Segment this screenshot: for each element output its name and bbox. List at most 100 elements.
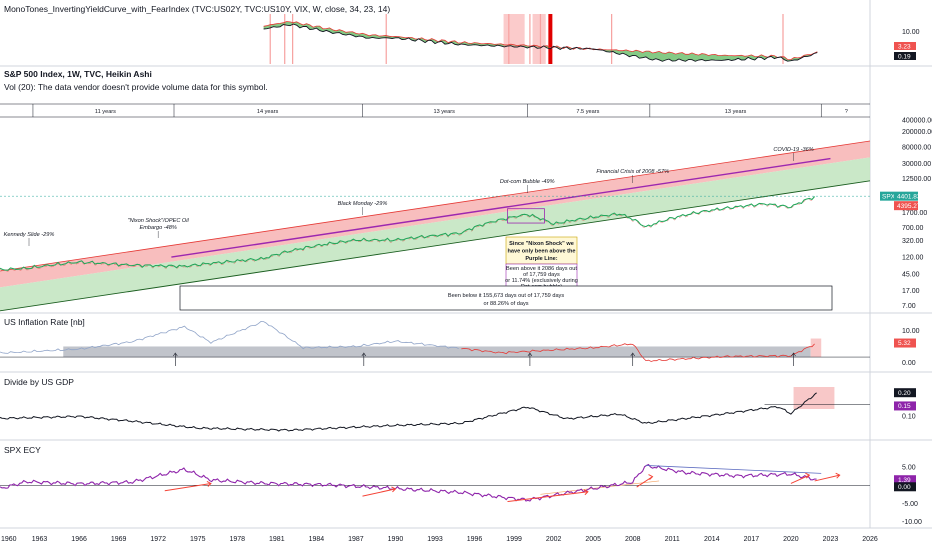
main-tick-label: 12500.00 [902, 176, 931, 183]
period-label: 13 years [433, 109, 455, 115]
badge-label: 4395.27 [897, 203, 921, 210]
main-price-axis[interactable]: 400000.00 200000.00 80000.00 30000.00 12500.… [880, 117, 932, 310]
time-tick-label: 2014 [704, 536, 720, 543]
crash-arrow [791, 352, 796, 366]
info-box-title-line: Since "Nixon Shock" we [509, 241, 574, 247]
main-pane[interactable]: S&P 500 Index, 1W, TVC, Heikin Ashi Vol … [0, 69, 932, 312]
indicator-pane[interactable]: MonoTones_InvertingYieldCurve_with_FearI… [4, 4, 920, 64]
badge-label: 0.15 [898, 403, 911, 410]
time-tick-label: 1987 [348, 536, 364, 543]
time-tick-label: 1999 [506, 536, 522, 543]
below-line-box [179, 285, 833, 311]
time-tick-label: 1969 [111, 536, 127, 543]
ecy-price-axis[interactable]: 5.00 1.390.00 -5.00 -10.00 [894, 465, 922, 526]
ecy-tick-label: -5.00 [902, 501, 918, 508]
main-tick-label: 7.00 [902, 303, 916, 310]
inflation-tick-label: 0.00 [902, 360, 916, 367]
crash-annotation: Embargo -48% [140, 225, 177, 231]
ecy-arrow [507, 491, 588, 503]
gdp-title[interactable]: Divide by US GDP [4, 377, 74, 387]
info-box-body-line: or 11.74% (exclusively during [505, 278, 578, 284]
symbol-badge-label: SPX [882, 193, 896, 200]
main-tick-label: 400000.00 [902, 117, 932, 124]
badge-label: 5.32 [898, 340, 911, 347]
period-label: 13 years [725, 109, 747, 115]
inflation-title[interactable]: US Inflation Rate [nb] [4, 317, 85, 327]
time-tick-label: 1966 [71, 536, 87, 543]
main-tick-label: 120.00 [902, 255, 924, 262]
ecy-arrowhead [648, 474, 654, 480]
inversion-marker [269, 14, 271, 64]
inversion-zone [503, 14, 525, 64]
time-axis[interactable]: 1960 1963 1966 1969 1972 1975 1978 1981 1984 1987… [1, 536, 878, 543]
lower-channel-band [0, 157, 870, 311]
main-tick-label: 1700.00 [902, 210, 927, 217]
us02y-line [263, 23, 818, 62]
inflation-series [0, 320, 870, 366]
crash-annotation: "Nixon Shock"/OPEC Oil [128, 218, 190, 224]
ecy-tick-label: 5.00 [902, 465, 916, 472]
badge-label: 0.19 [898, 54, 911, 61]
gdp-price-axis[interactable]: 0.20 0.15 0.10 [894, 388, 916, 421]
time-tick-label: 2002 [546, 536, 562, 543]
indicator-title[interactable]: MonoTones_InvertingYieldCurve_with_FearI… [4, 4, 390, 14]
inflation-price-axis[interactable]: 10.00 0.00 5.32 [894, 328, 920, 367]
info-box-body-line: of 17,759 days [523, 272, 560, 278]
ecy-top-trendline [645, 465, 822, 474]
gdp-tick-label: 0.10 [902, 414, 916, 421]
gdp-pane[interactable]: Divide by US GDP 0.20 0.15 0.10 [0, 377, 916, 432]
main-tick-label: 80000.00 [902, 145, 931, 152]
spx-series [0, 196, 816, 272]
main-tick-label: 45.00 [902, 271, 920, 278]
value-badge [894, 475, 916, 485]
crash-arrow [361, 352, 367, 366]
period-label: 14 years [257, 109, 279, 115]
regression-channel [0, 140, 871, 312]
value-badge [894, 52, 916, 60]
yield-spread-area [263, 21, 818, 62]
info-box-title-line: have only been above the [507, 249, 575, 255]
main-title[interactable]: S&P 500 Index, 1W, TVC, Heikin Ashi [4, 69, 152, 79]
badge-label: 3.23 [898, 44, 911, 51]
info-box-body-line: Been above it 2086 days out [506, 266, 577, 272]
period-label: ? [845, 109, 848, 115]
main-tick-label: 320.00 [902, 238, 924, 245]
ecy-series [0, 463, 870, 503]
purple-line [171, 157, 831, 258]
time-tick-label: 1963 [32, 536, 48, 543]
crash-annotations: Kennedy Slide -29% "Nixon Shock"/OPEC Oil… [4, 147, 814, 246]
ecy-arrowhead [805, 472, 811, 479]
inflation-tick-label: 10.00 [902, 328, 920, 335]
info-box-body-bg [505, 263, 578, 289]
indicator-tick-label: 10.00 [902, 29, 920, 36]
value-badge [894, 401, 916, 411]
symbol-badge [880, 191, 894, 201]
time-tick-label: 1960 [1, 536, 17, 543]
us10y-line [263, 21, 818, 61]
below-box-line: or 88.26% of days [483, 301, 528, 307]
recent-inflation-zone [810, 338, 822, 358]
value-badge [894, 482, 916, 492]
time-tick-label: 1993 [427, 536, 443, 543]
ecy-title[interactable]: SPX ECY [4, 445, 41, 455]
value-badge [894, 191, 918, 201]
gdp-series [0, 387, 870, 432]
time-tick-label: 1990 [388, 536, 404, 543]
ecy-arrow [164, 482, 211, 492]
ecy-pane[interactable]: SPX ECY 5.00 1.390.00 -5.00 -10.00 [0, 445, 922, 526]
dotcom-box [507, 208, 545, 224]
below-box-line: Been below it 155,673 days out of 17,759… [448, 293, 565, 299]
inflation-pane[interactable]: US Inflation Rate [nb] 10.00 0.00 5.32 [0, 317, 920, 367]
lower-channel-line [0, 180, 871, 312]
badge-label: 1.39 [898, 477, 911, 484]
inversion-marker [782, 14, 784, 64]
crash-annotation: Kennedy Slide -29% [4, 232, 55, 238]
upper-channel-line [0, 140, 871, 272]
ecy-arrow [814, 474, 840, 482]
indicator-price-axis[interactable]: 10.00 3.23 0.19 [894, 29, 920, 61]
time-tick-label: 1978 [229, 536, 245, 543]
ecy-tick-label: -10.00 [902, 519, 922, 526]
ecy-arrowhead [391, 486, 397, 493]
inversion-zone [532, 14, 546, 64]
ecy-arrow [362, 488, 396, 497]
